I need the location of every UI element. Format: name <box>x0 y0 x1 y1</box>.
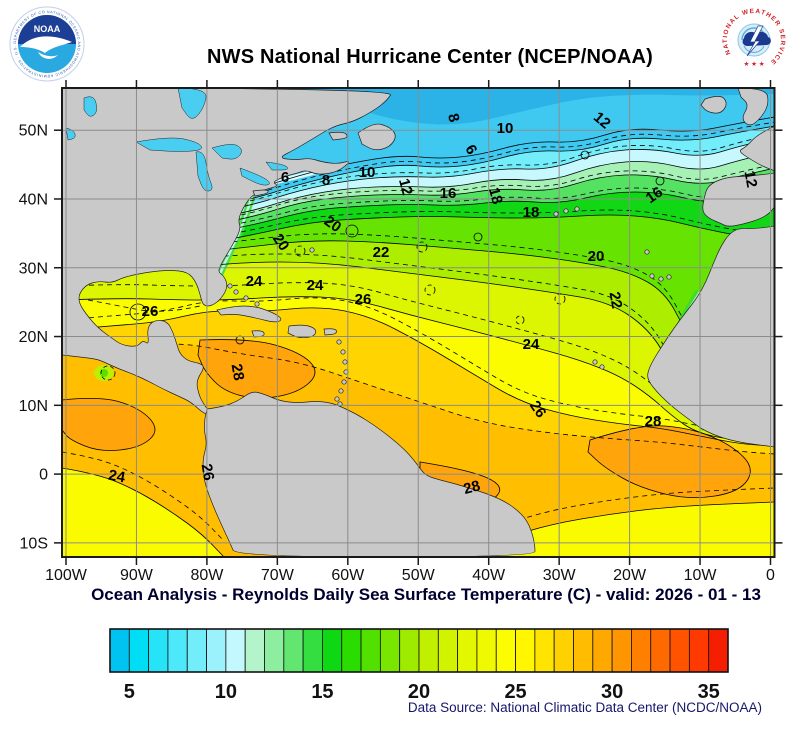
isotherm-label: 24 <box>107 467 127 487</box>
isotherm-label: 24 <box>523 336 540 353</box>
isotherm-label: 18 <box>523 204 540 221</box>
isotherm-label: 20 <box>321 213 344 236</box>
lat-tick-label: 0 <box>39 467 48 484</box>
isotherm-label: 10 <box>497 120 514 137</box>
lat-tick-label: 10N <box>19 398 48 415</box>
lat-tick-label: 20N <box>19 329 48 346</box>
isotherm-label: 28 <box>228 363 248 382</box>
isotherm-label: 28 <box>645 413 662 430</box>
isotherm-label: 12 <box>741 170 761 189</box>
lon-tick-label: 100W <box>45 567 88 584</box>
lon-tick-label: 80W <box>190 567 224 584</box>
lon-tick-label: 30W <box>543 567 577 584</box>
isotherm-label: 24 <box>246 273 263 290</box>
noaa-bird-icon <box>20 36 72 53</box>
graticule <box>62 88 775 557</box>
lon-tick-label: 50W <box>402 567 436 584</box>
axis-ticks <box>54 80 783 565</box>
isotherm-label: 24 <box>307 277 324 294</box>
isotherm-label: 26 <box>198 463 218 482</box>
colorbar-tick-label: 15 <box>311 681 333 703</box>
lon-tick-label: 90W <box>120 567 154 584</box>
colorbar-tick-label: 25 <box>504 681 526 703</box>
lakes <box>65 88 288 192</box>
axis-labels: 100W 90W 80W 70W 60W 50W 40W 30W 20W 10W 0 50N 40N 30… <box>19 123 775 584</box>
page-title: NWS National Hurricane Center (NCEP/NOAA… <box>206 46 654 68</box>
lon-tick-label: 0 <box>766 567 775 584</box>
nws-cloud-icon <box>742 31 771 46</box>
colorbar-tick-label: 10 <box>215 681 237 703</box>
isotherm-label: 10 <box>359 164 376 181</box>
lat-tick-label: 10S <box>20 535 48 552</box>
colorbar-tick-label: 35 <box>698 681 720 703</box>
nws-stars: ★ ★ ★ <box>743 60 764 68</box>
lon-tick-label: 70W <box>261 567 295 584</box>
lat-tick-label: 50N <box>19 123 48 140</box>
isotherm-label: 6 <box>281 169 289 186</box>
nws-logo: NATIONAL WEATHER SERVICE ★ ★ ★ <box>721 7 787 73</box>
colorbar: 5 10 15 20 25 30 35 <box>109 628 729 703</box>
isotherm-label: 26 <box>142 303 159 320</box>
isotherm-label: 18 <box>485 186 506 207</box>
lon-tick-label: 20W <box>613 567 647 584</box>
colorbar-tick-label: 30 <box>601 681 623 703</box>
isotherm-label: 22 <box>606 291 626 310</box>
nws-lightning-icon <box>746 25 764 57</box>
lon-tick-label: 60W <box>331 567 365 584</box>
lat-tick-label: 40N <box>19 191 48 208</box>
isotherm-label: 16 <box>643 184 666 207</box>
map-caption: Ocean Analysis - Reynolds Daily Sea Surf… <box>91 585 761 604</box>
lon-tick-label: 40W <box>472 567 506 584</box>
isotherm-label: 8 <box>322 172 330 189</box>
isotherm-label: 28 <box>462 477 483 498</box>
isotherm-label: 22 <box>373 244 390 261</box>
isotherm-label: 26 <box>526 398 549 421</box>
lon-tick-label: 10W <box>684 567 718 584</box>
noaa-wordmark: NOAA <box>34 24 61 34</box>
isotherm-label: 20 <box>588 248 605 265</box>
isotherm-label: 20 <box>269 231 292 254</box>
data-source-credit: Data Source: National Climatic Data Cent… <box>407 700 762 715</box>
colorbar-tick-label: 20 <box>408 681 430 703</box>
isotherm-label: 16 <box>440 185 457 202</box>
isotherm-label: 12 <box>395 177 416 198</box>
noaa-logo: NATIONAL OCEANIC AND ATMOSPHERIC ADMINIS… <box>8 5 85 82</box>
lat-tick-label: 30N <box>19 260 48 277</box>
isotherm-label: 26 <box>355 291 372 308</box>
colorbar-tick-label: 5 <box>124 681 135 703</box>
